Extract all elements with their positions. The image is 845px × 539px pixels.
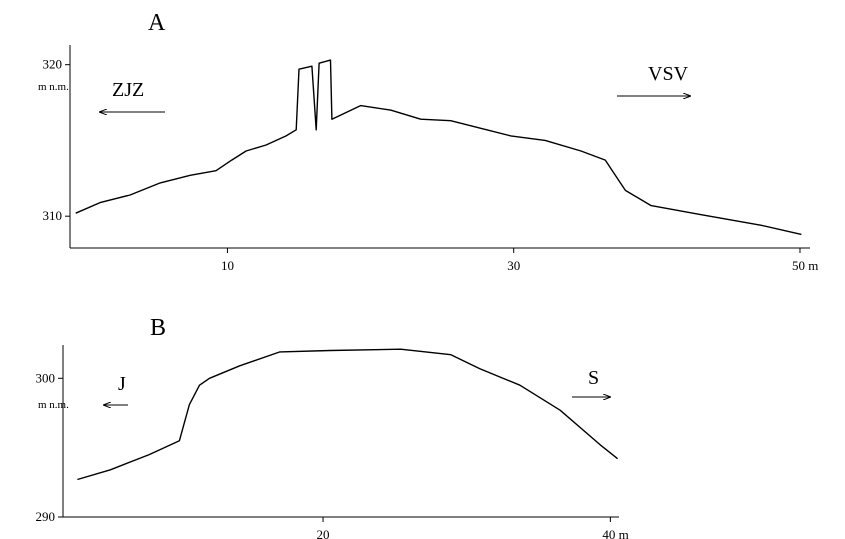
y-axis-label: m n.m. <box>38 81 69 93</box>
y-tick-label: 310 <box>43 208 63 223</box>
y-tick-label: 290 <box>36 509 56 524</box>
panel-label: B <box>150 315 166 341</box>
x-tick-label: 40 m <box>602 527 628 539</box>
direction-label: J <box>118 373 126 395</box>
x-tick-label: 10 <box>221 258 234 273</box>
direction-label: S <box>588 367 599 389</box>
y-axis-label: m n.m. <box>38 399 69 411</box>
x-tick-label: 20 <box>317 527 330 539</box>
panel-label: A <box>148 10 166 36</box>
x-tick-label: 30 <box>507 258 520 273</box>
profile-line <box>75 59 802 236</box>
direction-label: VSV <box>648 63 689 85</box>
x-tick-label: 50 m <box>792 258 818 273</box>
profile-line <box>77 348 619 481</box>
direction-label: ZJZ <box>112 79 144 101</box>
y-tick-label: 300 <box>36 370 56 385</box>
y-tick-label: 320 <box>43 57 63 72</box>
